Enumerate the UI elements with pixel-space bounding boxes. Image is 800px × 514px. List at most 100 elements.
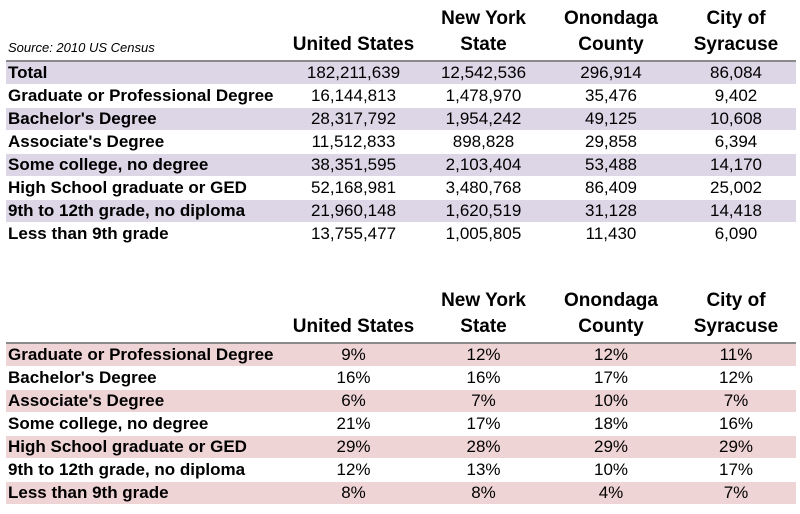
table-cell: 21,960,148 — [286, 199, 421, 223]
table-row: Some college, no degree 21% 17% 18% 16% — [6, 412, 796, 436]
percent-table: United States New York State Onondaga Coun… — [6, 288, 796, 504]
table-cell: 11% — [676, 342, 796, 367]
table-cell: 16% — [421, 366, 546, 390]
table-cell: 11,512,833 — [286, 130, 421, 154]
table-cell: 7% — [676, 389, 796, 413]
row-label: Graduate or Professional Degree — [6, 342, 286, 367]
percent-header-blank — [6, 288, 286, 344]
row-label: High School graduate or GED — [6, 176, 286, 200]
table-cell: 9,402 — [676, 84, 796, 108]
col-header-united-states: United States — [286, 288, 421, 344]
table-cell: 28,317,792 — [286, 107, 421, 131]
table-cell: 296,914 — [546, 60, 676, 85]
table-row: Less than 9th grade 13,755,477 1,005,805 11… — [6, 222, 796, 245]
row-label: Less than 9th grade — [6, 222, 286, 245]
table-cell: 6,394 — [676, 130, 796, 154]
table-cell: 29% — [546, 435, 676, 459]
table-cell: 6% — [286, 389, 421, 413]
counts-header-row: Source: 2010 US Census United States New… — [6, 6, 796, 62]
table-cell: 14,170 — [676, 153, 796, 177]
table-cell: 25,002 — [676, 176, 796, 200]
table-row: Graduate or Professional Degree 9% 12% 12% 1… — [6, 342, 796, 367]
row-label: Bachelor's Degree — [6, 366, 286, 390]
table-cell: 86,409 — [546, 176, 676, 200]
table-cell: 17% — [676, 458, 796, 482]
col-header-new-york-state: New York State — [421, 288, 546, 344]
table-cell: 12% — [421, 342, 546, 367]
table-cell: 35,476 — [546, 84, 676, 108]
row-label: Bachelor's Degree — [6, 107, 286, 131]
row-label: Some college, no degree — [6, 412, 286, 436]
percent-header-row: United States New York State Onondaga Coun… — [6, 288, 796, 344]
table-cell: 52,168,981 — [286, 176, 421, 200]
table-cell: 11,430 — [546, 222, 676, 245]
table-cell: 86,084 — [676, 60, 796, 85]
table-cell: 53,488 — [546, 153, 676, 177]
table-row: Bachelor's Degree 16% 16% 17% 12% — [6, 366, 796, 390]
table-cell: 12,542,536 — [421, 60, 546, 85]
table-cell: 38,351,595 — [286, 153, 421, 177]
table-cell: 16% — [286, 366, 421, 390]
table-cell: 8% — [286, 481, 421, 504]
table-row: Graduate or Professional Degree 16,144,81… — [6, 84, 796, 108]
table-cell: 1,478,970 — [421, 84, 546, 108]
table-cell: 16,144,813 — [286, 84, 421, 108]
table-cell: 898,828 — [421, 130, 546, 154]
table-cell: 8% — [421, 481, 546, 504]
table-cell: 28% — [421, 435, 546, 459]
table-cell: 7% — [421, 389, 546, 413]
counts-table: Source: 2010 US Census United States New… — [6, 6, 796, 245]
table-row: Some college, no degree 38,351,595 2,103,4… — [6, 153, 796, 177]
table-cell: 31,128 — [546, 199, 676, 223]
table-cell: 10% — [546, 389, 676, 413]
table-cell: 182,211,639 — [286, 60, 421, 85]
table-cell: 6,090 — [676, 222, 796, 245]
table-cell: 2,103,404 — [421, 153, 546, 177]
table-cell: 17% — [546, 366, 676, 390]
table-cell: 12% — [676, 366, 796, 390]
table-cell: 17% — [421, 412, 546, 436]
table-row: Total 182,211,639 12,542,536 296,914 86,084 — [6, 60, 796, 85]
row-label: Associate's Degree — [6, 389, 286, 413]
table-cell: 12% — [546, 342, 676, 367]
table-cell: 49,125 — [546, 107, 676, 131]
table-row: 9th to 12th grade, no diploma 21,960,148 1… — [6, 199, 796, 223]
table-cell: 3,480,768 — [421, 176, 546, 200]
table-row: 9th to 12th grade, no diploma 12% 13% 10% 17… — [6, 458, 796, 482]
col-header-united-states: United States — [286, 6, 421, 62]
table-cell: 18% — [546, 412, 676, 436]
row-label: 9th to 12th grade, no diploma — [6, 458, 286, 482]
table-cell: 29,858 — [546, 130, 676, 154]
table-cell: 1,005,805 — [421, 222, 546, 245]
table-cell: 12% — [286, 458, 421, 482]
row-label: 9th to 12th grade, no diploma — [6, 199, 286, 223]
table-cell: 21% — [286, 412, 421, 436]
table-cell: 16% — [676, 412, 796, 436]
table-cell: 1,954,242 — [421, 107, 546, 131]
row-label: Total — [6, 60, 286, 85]
table-row: Associate's Degree 11,512,833 898,828 29,85… — [6, 130, 796, 154]
table-cell: 10,608 — [676, 107, 796, 131]
col-header-onondaga-county: Onondaga County — [546, 6, 676, 62]
source-note: Source: 2010 US Census — [6, 6, 286, 62]
row-label: High School graduate or GED — [6, 435, 286, 459]
table-cell: 4% — [546, 481, 676, 504]
table-cell: 9% — [286, 342, 421, 367]
row-label: Associate's Degree — [6, 130, 286, 154]
row-label: Some college, no degree — [6, 153, 286, 177]
table-row: Associate's Degree 6% 7% 10% 7% — [6, 389, 796, 413]
table-row: Less than 9th grade 8% 8% 4% 7% — [6, 481, 796, 504]
table-row: High School graduate or GED 52,168,981 3,4… — [6, 176, 796, 200]
table-row: High School graduate or GED 29% 28% 29% 29% — [6, 435, 796, 459]
table-cell: 10% — [546, 458, 676, 482]
row-label: Graduate or Professional Degree — [6, 84, 286, 108]
table-cell: 29% — [286, 435, 421, 459]
table-cell: 29% — [676, 435, 796, 459]
table-cell: 14,418 — [676, 199, 796, 223]
table-cell: 13% — [421, 458, 546, 482]
row-label: Less than 9th grade — [6, 481, 286, 504]
col-header-onondaga-county: Onondaga County — [546, 288, 676, 344]
table-cell: 13,755,477 — [286, 222, 421, 245]
col-header-city-of-syracuse: City of Syracuse — [676, 6, 796, 62]
col-header-city-of-syracuse: City of Syracuse — [676, 288, 796, 344]
